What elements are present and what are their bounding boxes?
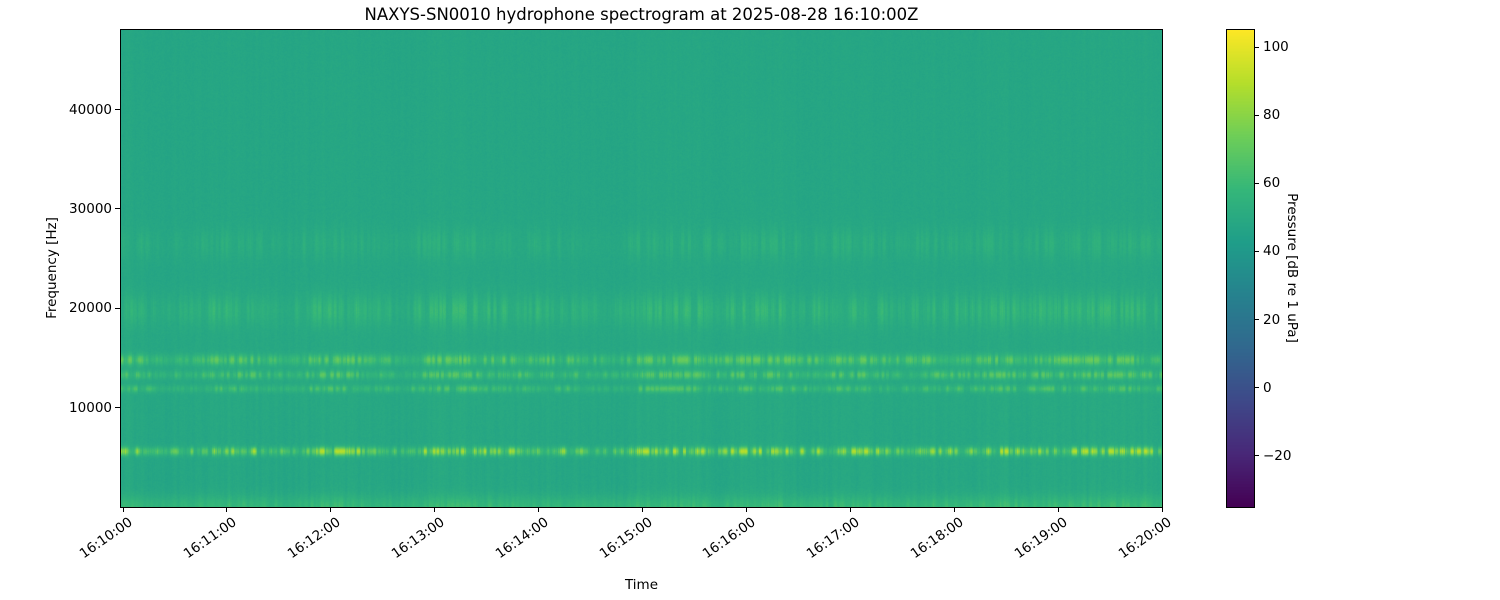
chart-title: NAXYS-SN0010 hydrophone spectrogram at 2…: [364, 5, 919, 24]
colorbar-tick-label: 20: [1263, 311, 1281, 328]
x-tick-mark: [953, 507, 955, 512]
y-tick-mark: [115, 307, 120, 309]
colorbar-tick-mark: [1254, 387, 1259, 389]
y-tick-mark: [115, 208, 120, 210]
x-tick-mark: [330, 507, 332, 512]
y-tick-mark: [115, 407, 120, 409]
x-tick-mark: [122, 507, 124, 512]
spectrogram-image: [121, 30, 1162, 507]
colorbar-gradient: [1227, 30, 1254, 507]
colorbar-tick-label: 0: [1263, 379, 1272, 396]
x-tick-mark: [1057, 507, 1059, 512]
colorbar-tick-mark: [1254, 455, 1259, 457]
x-tick-label: 16:10:00: [76, 514, 136, 563]
x-axis-label: Time: [624, 577, 659, 593]
y-tick-label: 10000: [69, 399, 112, 416]
y-tick-label: 40000: [69, 101, 112, 118]
colorbar-tick-mark: [1254, 182, 1259, 184]
y-tick-mark: [115, 109, 120, 110]
x-tick-mark: [1161, 507, 1163, 512]
x-tick-mark: [849, 507, 851, 512]
x-tick-mark: [642, 507, 643, 512]
colorbar-tick-mark: [1254, 319, 1259, 321]
x-tick-mark: [226, 507, 228, 512]
x-tick-mark: [538, 507, 540, 512]
y-tick-label: 30000: [69, 200, 112, 217]
colorbar-tick-label: 60: [1263, 175, 1281, 192]
colorbar-tick-mark: [1254, 46, 1259, 48]
colorbar-tick-label: −20: [1263, 447, 1292, 464]
colorbar-tick-label: 80: [1263, 107, 1281, 124]
y-tick-label: 20000: [69, 300, 112, 317]
x-tick-mark: [434, 507, 436, 512]
colorbar-tick-label: 40: [1263, 243, 1281, 260]
x-tick-mark: [745, 507, 747, 512]
plot-frame: [120, 29, 1163, 508]
colorbar-tick-mark: [1254, 250, 1259, 252]
colorbar-label: Pressure [dB re 1 uPa]: [1284, 193, 1300, 343]
colorbar-tick-label: 100: [1263, 39, 1289, 56]
colorbar: [1226, 29, 1255, 508]
colorbar-tick-mark: [1254, 114, 1259, 116]
